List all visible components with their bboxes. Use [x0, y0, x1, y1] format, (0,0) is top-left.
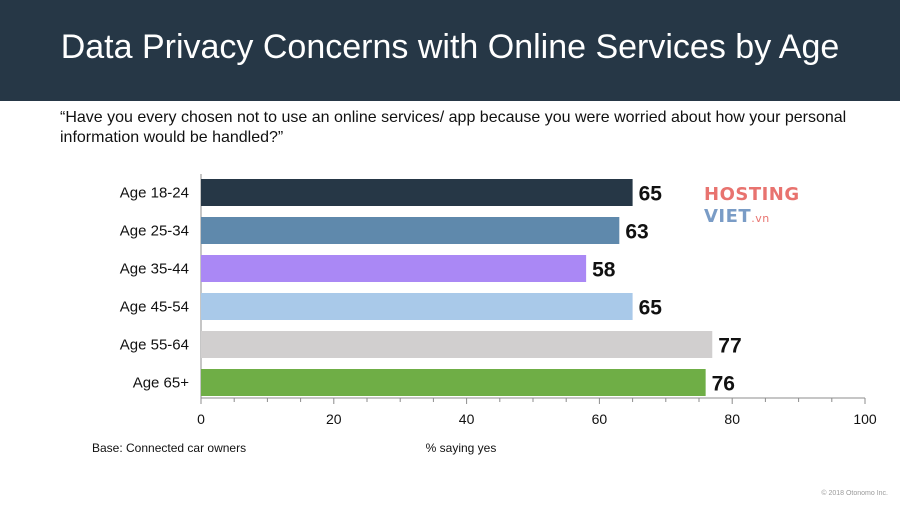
bar-6 [201, 369, 706, 396]
bar-2 [201, 217, 620, 244]
bar-4 [201, 293, 633, 320]
survey-question: “Have you every chosen not to use an onl… [60, 109, 847, 146]
data-label-4: 65 [639, 297, 663, 320]
watermark-suffix: .vn [751, 212, 770, 225]
hostingviet-watermark-logo: HOSTING VIET.vn [704, 184, 800, 230]
x-tick-label-100: 100 [853, 411, 877, 427]
bar-5 [201, 331, 713, 358]
x-tick-label-80: 80 [724, 411, 740, 427]
category-label-2: Age 25-34 [120, 223, 189, 240]
watermark-line2: VIET [704, 206, 752, 227]
x-tick-label-40: 40 [459, 411, 475, 427]
category-label-1: Age 18-24 [120, 185, 189, 202]
copyright-notice: © 2018 Otonomo Inc. [821, 490, 888, 497]
category-label-3: Age 35-44 [120, 261, 189, 278]
data-label-6: 76 [712, 373, 735, 396]
bar-1 [201, 179, 633, 206]
x-tick-label-0: 0 [197, 411, 205, 427]
x-tick-label-20: 20 [326, 411, 342, 427]
data-label-3: 58 [592, 259, 616, 282]
base-note: Base: Connected car owners [92, 441, 247, 455]
category-label-5: Age 55-64 [120, 337, 189, 354]
header-banner: Data Privacy Concerns with Online Servic… [0, 0, 900, 101]
data-label-2: 63 [625, 221, 648, 244]
x-axis-label: % saying yes [426, 441, 497, 455]
data-label-1: 65 [639, 183, 663, 206]
data-label-5: 77 [718, 335, 741, 358]
x-tick-label-60: 60 [592, 411, 608, 427]
category-label-4: Age 45-54 [120, 299, 189, 316]
bar-3 [201, 255, 587, 282]
category-label-6: Age 65+ [133, 375, 190, 392]
watermark-line1: HOSTING [704, 184, 800, 205]
page-title: Data Privacy Concerns with Online Servic… [60, 28, 840, 66]
